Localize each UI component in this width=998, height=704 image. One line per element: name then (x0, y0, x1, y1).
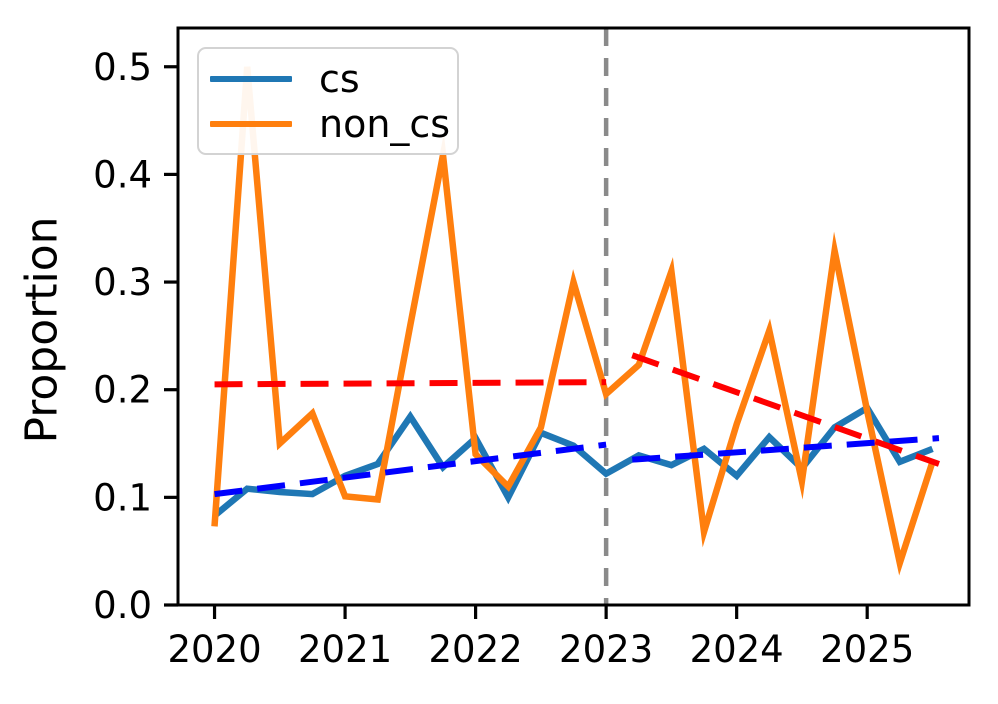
series-line-cs (212, 403, 934, 519)
x-tick-label: 2020 (167, 628, 261, 671)
y-tick-label: 0.5 (93, 46, 152, 89)
x-tick-label: 2022 (429, 628, 523, 671)
y-axis-label: Proportion (16, 216, 68, 444)
series-line-non_cs (211, 66, 936, 576)
legend-line-sample-cs (210, 75, 292, 82)
x-tick-label: 2024 (690, 628, 784, 671)
x-tick-label: 2023 (559, 628, 653, 671)
x-tick-label: 2025 (820, 628, 914, 671)
y-tick-label: 0.4 (93, 153, 152, 196)
non-cs-trend-post2023-line (631, 352, 940, 467)
axes-spines (176, 26, 971, 607)
legend-entry-cs: cs (210, 56, 457, 101)
x-tick-label: 2021 (298, 628, 392, 671)
y-tick-label: 0.2 (93, 369, 152, 412)
y-tick-label: 0.3 (93, 261, 152, 304)
cs-trend-post2023-line (632, 435, 940, 463)
legend-label-cs: cs (319, 56, 360, 101)
cs-trend-pre2023-line (214, 441, 607, 498)
legend-entry-non-cs: non_cs (210, 101, 457, 146)
legend: cs non_cs (197, 47, 459, 155)
legend-line-sample-non-cs (210, 120, 292, 127)
legend-label-non-cs: non_cs (319, 101, 451, 146)
non-cs-trend-pre2023-line (214, 379, 607, 388)
y-tick-label: 0.1 (93, 476, 152, 519)
y-tick-label: 0.0 (93, 584, 152, 627)
